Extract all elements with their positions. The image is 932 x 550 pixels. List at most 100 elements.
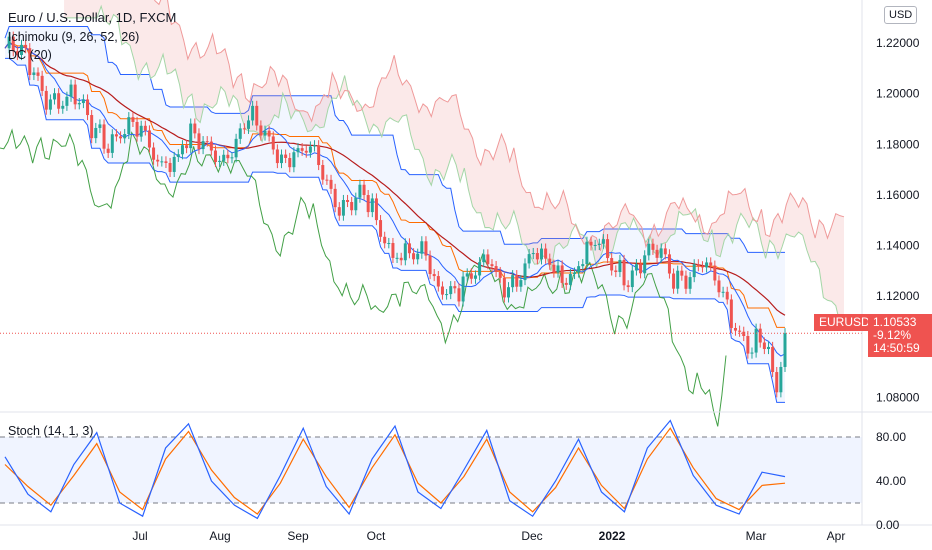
time-tick-label: Aug [209, 529, 230, 543]
candle-body [234, 138, 238, 158]
candle-body [346, 200, 350, 203]
candle-body [296, 148, 300, 153]
candle-body [717, 280, 721, 293]
candle-body [48, 99, 52, 110]
candle-body [775, 372, 779, 393]
candle-body [733, 327, 737, 331]
candle-body [11, 36, 15, 52]
candle-body [713, 265, 717, 281]
candle-body [114, 134, 118, 137]
price-tick-label: 1.18000 [876, 137, 920, 151]
candle-body [552, 264, 556, 273]
price-tick-label: 1.16000 [876, 188, 920, 202]
candle-body [688, 277, 692, 289]
candle-body [783, 333, 787, 367]
candle-body [255, 105, 259, 126]
candle-body [123, 134, 127, 139]
stoch-legend[interactable]: Stoch (14, 1, 3) [8, 424, 94, 438]
candle-body [61, 105, 65, 109]
candle-body [292, 152, 296, 168]
candle-body [577, 266, 581, 273]
time-tick-label: Mar [746, 529, 767, 543]
candle-body [540, 248, 544, 260]
candle-body [209, 141, 213, 151]
candle-body [494, 266, 498, 273]
candle-body [399, 257, 403, 261]
candle-body [267, 130, 271, 137]
candle-body [568, 273, 572, 285]
candle-body [461, 276, 465, 302]
stoch-tick-label: 0.00 [876, 518, 900, 532]
candle-body [556, 265, 560, 273]
candle-body [754, 328, 758, 353]
candle-body [473, 275, 477, 279]
candle-body [771, 346, 775, 373]
candle-body [69, 84, 73, 97]
candle-body [564, 282, 568, 285]
price-tick-label: 1.12000 [876, 289, 920, 303]
candle-body [486, 254, 490, 265]
symbol-title[interactable]: Euro / U.S. Dollar, 1D, FXCM [8, 10, 177, 25]
candle-body [53, 93, 57, 100]
time-tick-label: 2022 [599, 529, 626, 543]
candle-body [667, 254, 671, 274]
candle-body [700, 266, 704, 268]
candle-body [81, 99, 85, 104]
candle-body [502, 277, 506, 298]
candle-body [333, 188, 337, 208]
candle-body [606, 239, 610, 259]
candle-body [131, 117, 135, 122]
candle-body [238, 128, 242, 139]
candle-body [90, 115, 94, 139]
candle-body [36, 72, 40, 76]
candle-body [597, 243, 601, 245]
candle-body [98, 124, 102, 128]
ichimoku-legend[interactable]: Ichimoku (9, 26, 52, 26) [8, 30, 140, 44]
candle-body [482, 254, 486, 263]
stoch-d-line [4, 427, 786, 515]
candle-body [201, 141, 205, 150]
currency-button[interactable]: USD [884, 6, 918, 24]
candle-body [622, 259, 626, 286]
candle-body [222, 154, 226, 161]
candle-body [601, 239, 605, 244]
last-price-tag: 1.10533 -9.12% 14:50:59 [868, 314, 932, 357]
candle-body [742, 331, 746, 337]
candle-body [535, 253, 539, 260]
price-pane[interactable] [0, 0, 862, 427]
candle-body [180, 145, 184, 155]
candle-body [416, 253, 420, 260]
candle-body [506, 287, 510, 298]
candle-body [197, 133, 201, 150]
candle-body [655, 249, 659, 258]
candle-body [218, 160, 222, 162]
stoch-pane[interactable] [0, 419, 862, 520]
candle-body [370, 198, 374, 213]
candle-body [366, 195, 370, 213]
candle-body [420, 241, 424, 254]
ichimoku-span-b [154, 0, 845, 251]
candle-body [374, 198, 378, 221]
candle-body [519, 280, 523, 287]
candle-body [313, 145, 317, 147]
candle-body [412, 253, 416, 260]
candle-body [317, 145, 321, 166]
candle-body [709, 262, 713, 266]
candle-body [325, 179, 329, 181]
candle-body [280, 154, 284, 164]
ichimoku-cloud [64, 0, 845, 324]
dc-legend[interactable]: DC (20) [8, 48, 52, 62]
ichimoku-span-a [64, 4, 845, 324]
candle-body [213, 150, 217, 162]
candle-body [391, 243, 395, 258]
candle-body [127, 117, 131, 135]
candle-body [531, 253, 535, 255]
candle-body [304, 150, 308, 153]
candle-body [490, 264, 494, 267]
stoch-tick-label: 40.00 [876, 474, 906, 488]
candle-body [28, 48, 32, 76]
stoch-band-fill [0, 437, 862, 503]
price-tick-label: 1.14000 [876, 238, 920, 252]
price-tick-label: 1.22000 [876, 36, 920, 50]
